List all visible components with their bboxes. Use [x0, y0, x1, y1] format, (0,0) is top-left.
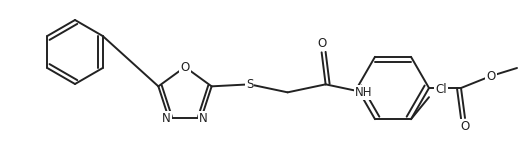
Text: N: N	[162, 112, 171, 125]
Text: O: O	[180, 61, 190, 74]
Text: NH: NH	[355, 86, 373, 99]
Text: O: O	[461, 120, 470, 133]
Text: O: O	[487, 70, 496, 82]
Text: O: O	[317, 37, 326, 50]
Text: S: S	[246, 78, 253, 91]
Text: Cl: Cl	[435, 83, 447, 96]
Text: N: N	[199, 112, 208, 125]
